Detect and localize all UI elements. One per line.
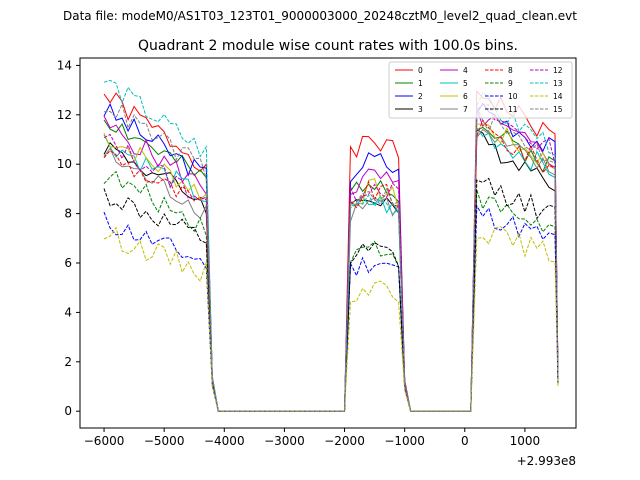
x-tick-label: 0 [461,434,469,448]
series-line-11 [103,177,559,412]
legend-label-14: 14 [553,92,563,101]
x-tick-label: −6000 [84,434,125,448]
x-axis-offset-label: +2.993e8 [517,454,576,468]
series-layer [103,79,559,412]
x-tick-label: 1000 [510,434,541,448]
legend-label-9: 9 [508,79,513,88]
x-tick-label: −1000 [384,434,425,448]
series-line-7 [103,128,559,412]
x-axis-ticks: −6000 −5000 −4000 −3000 −2000 −1000 0 1000 [84,428,540,448]
series-line-2 [103,102,559,412]
legend-label-10: 10 [508,92,518,101]
chart-title: Quadrant 2 module wise count rates with … [138,38,518,54]
legend-label-0: 0 [418,66,423,75]
legend-label-4: 4 [463,66,468,75]
series-line-4 [103,108,559,412]
x-tick-label: −5000 [144,434,185,448]
x-tick-label: −4000 [204,434,245,448]
legend-label-2: 2 [418,92,423,101]
legend-label-6: 6 [463,92,468,101]
legend-label-13: 13 [553,79,563,88]
figure-suptitle: Data file: modeM0/AS1T03_123T01_90000030… [63,9,577,23]
plot-area-frame [79,57,577,429]
series-line-15 [103,102,559,412]
series-line-8 [103,119,559,412]
y-tick-label: 8 [64,207,72,221]
y-tick-label: 0 [64,404,72,418]
legend-label-1: 1 [418,79,423,88]
y-tick-label: 2 [64,355,72,369]
y-axis-ticks: 0 2 4 6 8 10 12 14 [57,58,80,418]
series-line-1 [103,119,559,412]
y-tick-label: 6 [64,256,72,270]
legend-label-7: 7 [463,105,468,114]
legend-label-15: 15 [553,105,563,114]
legend-label-5: 5 [463,79,468,88]
series-line-14 [103,226,559,412]
series-line-9 [103,170,559,412]
legend-label-12: 12 [553,66,563,75]
series-line-5 [103,126,559,412]
y-tick-label: 12 [57,108,72,122]
x-tick-label: −2000 [324,434,365,448]
y-tick-label: 14 [57,58,72,72]
x-tick-label: −3000 [264,434,305,448]
legend-frame [388,61,573,119]
legend-label-8: 8 [508,66,513,75]
y-tick-label: 10 [57,157,72,171]
series-line-10 [103,204,559,412]
y-tick-label: 4 [64,305,72,319]
legend-label-11: 11 [508,105,518,114]
series-line-12 [103,104,559,412]
legend-label-3: 3 [418,105,423,114]
